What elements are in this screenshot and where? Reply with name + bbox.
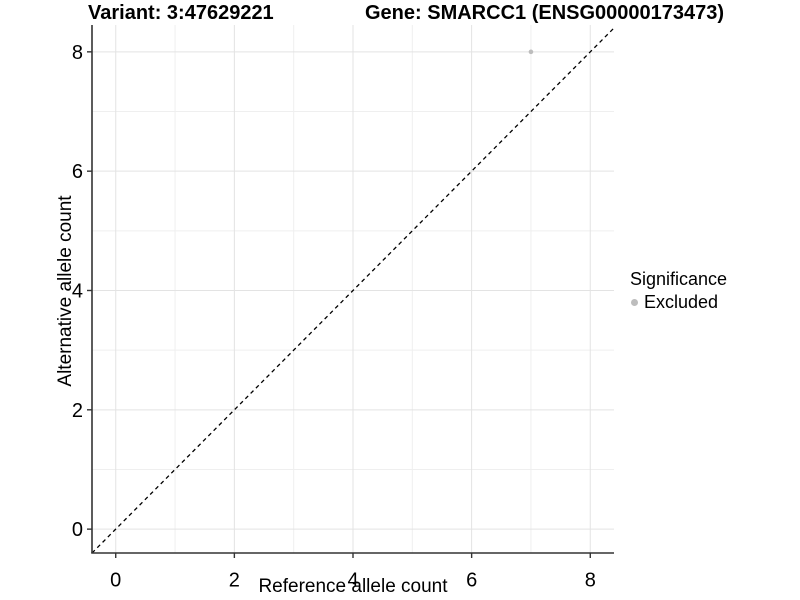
legend-point-icon — [631, 298, 638, 306]
x-axis-title: Reference allele count — [258, 576, 448, 597]
variant-title: Variant: 3:47629221 — [88, 2, 274, 24]
y-tick-label: 0 — [72, 519, 83, 541]
x-tick-label: 0 — [110, 570, 121, 592]
y-tick-label: 8 — [72, 42, 83, 64]
gene-title: Gene: SMARCC1 (ENSG00000173473) — [365, 2, 725, 24]
y-tick-label: 2 — [72, 400, 83, 422]
y-tick-label: 4 — [72, 280, 83, 302]
legend-item-label: Excluded — [644, 292, 719, 312]
y-tick-label: 6 — [72, 161, 83, 183]
x-tick-label: 2 — [229, 570, 240, 592]
y-axis-title: Alternative allele count — [55, 195, 76, 387]
x-tick-label: 4 — [347, 570, 358, 592]
legend: Significance Excluded — [628, 268, 727, 313]
legend-item-excluded: Excluded — [628, 291, 727, 313]
x-tick-label: 8 — [585, 570, 596, 592]
data-point — [528, 49, 534, 55]
legend-title: Significance — [630, 269, 728, 289]
x-tick-label: 6 — [466, 570, 477, 592]
